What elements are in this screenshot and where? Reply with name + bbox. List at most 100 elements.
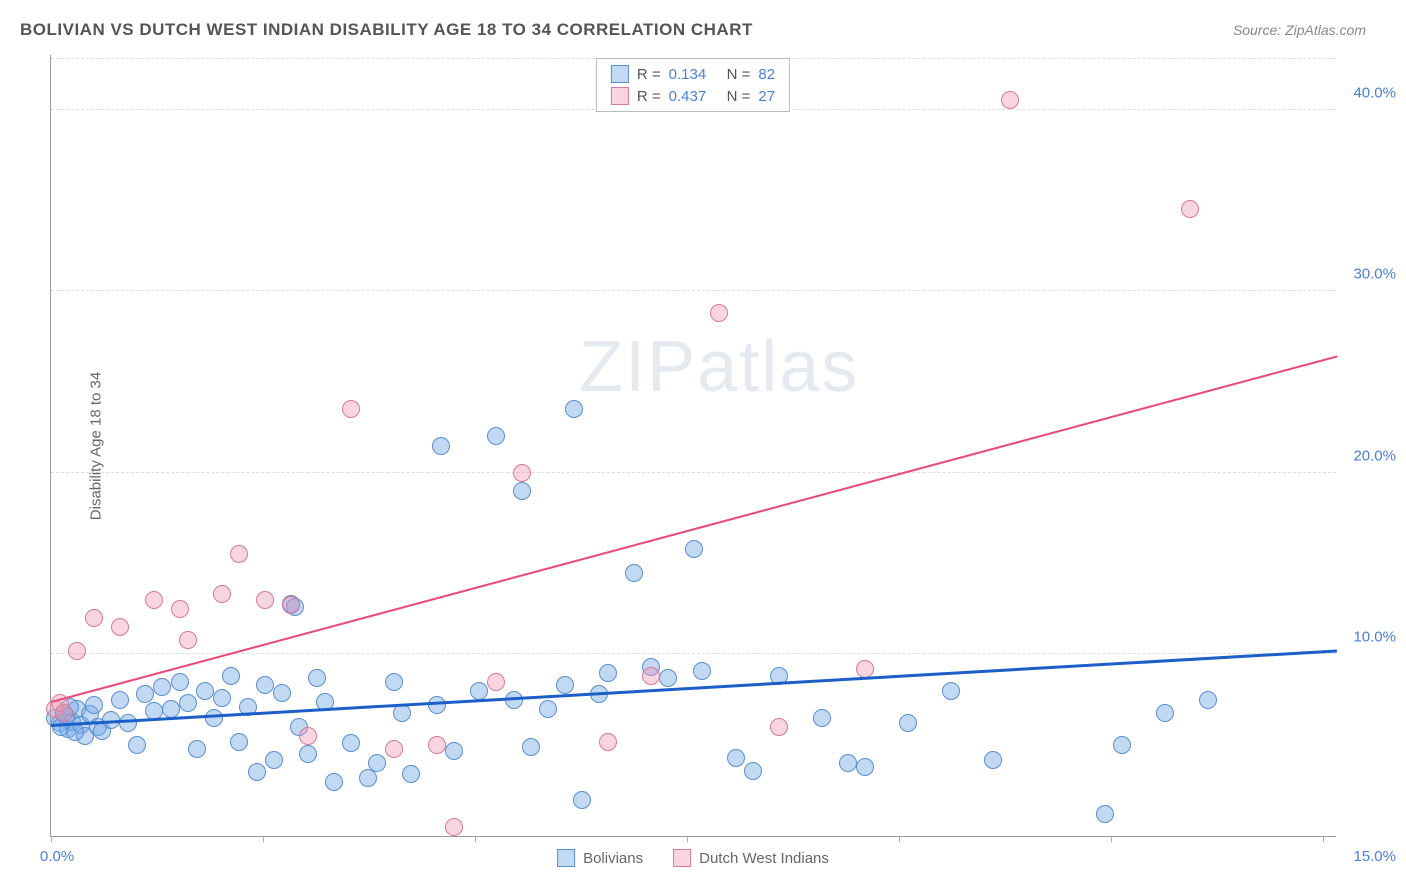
legend-swatch [611, 87, 629, 105]
data-point [222, 667, 240, 685]
data-point [470, 682, 488, 700]
data-point [599, 733, 617, 751]
data-point [445, 742, 463, 760]
data-point [196, 682, 214, 700]
legend-label: Dutch West Indians [699, 850, 829, 867]
x-tick [263, 836, 264, 842]
legend-series-item: Bolivians [557, 849, 643, 867]
data-point [68, 642, 86, 660]
n-label: N = [727, 88, 751, 105]
legend-swatch [611, 65, 629, 83]
data-point [368, 754, 386, 772]
data-point [428, 696, 446, 714]
data-point [85, 696, 103, 714]
y-tick-label: 20.0% [1353, 447, 1396, 464]
trend-line [51, 355, 1338, 702]
data-point [556, 676, 574, 694]
data-point [770, 718, 788, 736]
data-point [1113, 736, 1131, 754]
data-point [899, 714, 917, 732]
data-point [66, 723, 84, 741]
data-point [299, 727, 317, 745]
data-point [1181, 200, 1199, 218]
data-point [308, 669, 326, 687]
data-point [856, 758, 874, 776]
watermark: ZIPatlas [579, 326, 859, 408]
data-point [282, 596, 300, 614]
plot-area: ZIPatlas 10.0%20.0%30.0%40.0% [50, 55, 1336, 837]
r-label: R = [637, 88, 661, 105]
scatter-chart: ZIPatlas 10.0%20.0%30.0%40.0% Disability… [50, 55, 1336, 837]
watermark-atlas: atlas [697, 327, 859, 407]
data-point [487, 427, 505, 445]
data-point [487, 673, 505, 691]
data-point [119, 714, 137, 732]
data-point [744, 762, 762, 780]
legend-series: Bolivians Dutch West Indians [557, 849, 829, 867]
y-axis-title: Disability Age 18 to 34 [88, 372, 105, 520]
data-point [179, 631, 197, 649]
data-point [813, 709, 831, 727]
data-point [856, 660, 874, 678]
legend-correlation: R =0.134N =82R =0.437N =27 [596, 58, 790, 112]
data-point [111, 691, 129, 709]
gridline [51, 472, 1336, 473]
data-point [445, 818, 463, 836]
data-point [710, 304, 728, 322]
data-point [136, 685, 154, 703]
legend-row: R =0.134N =82 [611, 63, 775, 85]
data-point [111, 618, 129, 636]
data-point [1001, 91, 1019, 109]
data-point [727, 749, 745, 767]
data-point [256, 591, 274, 609]
data-point [385, 740, 403, 758]
data-point [162, 700, 180, 718]
data-point [230, 733, 248, 751]
x-tick [899, 836, 900, 842]
x-tick [1323, 836, 1324, 842]
data-point [522, 738, 540, 756]
data-point [402, 765, 420, 783]
data-point [265, 751, 283, 769]
r-value: 0.437 [669, 88, 719, 105]
data-point [685, 540, 703, 558]
data-point [213, 689, 231, 707]
data-point [342, 734, 360, 752]
data-point [625, 564, 643, 582]
data-point [539, 700, 557, 718]
data-point [299, 745, 317, 763]
r-value: 0.134 [669, 66, 719, 83]
data-point [385, 673, 403, 691]
data-point [693, 662, 711, 680]
legend-swatch [557, 849, 575, 867]
chart-header: BOLIVIAN VS DUTCH WEST INDIAN DISABILITY… [0, 0, 1406, 50]
data-point [432, 437, 450, 455]
chart-title: BOLIVIAN VS DUTCH WEST INDIAN DISABILITY… [20, 20, 753, 40]
data-point [205, 709, 223, 727]
data-point [55, 704, 73, 722]
legend-label: Bolivians [583, 850, 643, 867]
data-point [839, 754, 857, 772]
data-point [659, 669, 677, 687]
data-point [1096, 805, 1114, 823]
gridline [51, 653, 1336, 654]
r-label: R = [637, 66, 661, 83]
n-value: 82 [758, 66, 775, 83]
data-point [85, 609, 103, 627]
x-tick [1111, 836, 1112, 842]
data-point [428, 736, 446, 754]
data-point [171, 673, 189, 691]
n-value: 27 [758, 88, 775, 105]
y-tick-label: 10.0% [1353, 629, 1396, 646]
chart-source: Source: ZipAtlas.com [1233, 22, 1366, 38]
trend-line [51, 650, 1337, 727]
data-point [642, 667, 660, 685]
data-point [1199, 691, 1217, 709]
x-tick [475, 836, 476, 842]
data-point [984, 751, 1002, 769]
data-point [128, 736, 146, 754]
data-point [273, 684, 291, 702]
data-point [171, 600, 189, 618]
data-point [188, 740, 206, 758]
x-axis-max-label: 15.0% [1353, 848, 1396, 865]
